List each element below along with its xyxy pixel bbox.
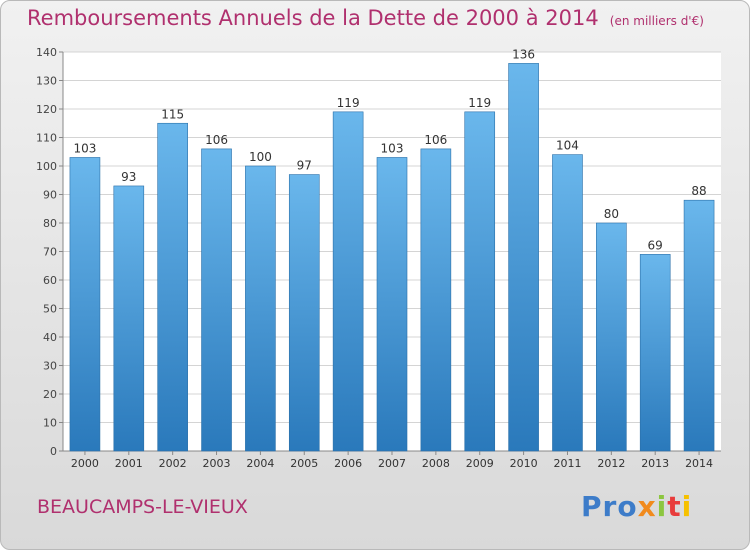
x-tick-label: 2004 (246, 457, 274, 470)
bar (376, 157, 408, 452)
y-tick-label: 90 (43, 189, 57, 202)
x-tick-label: 2010 (510, 457, 538, 470)
logo-part: Pro (581, 490, 638, 523)
y-tick-label: 50 (43, 303, 57, 316)
bar (157, 122, 188, 452)
data-label: 80 (604, 207, 619, 221)
data-label: 119 (468, 96, 491, 110)
bar (596, 222, 627, 452)
chart-unit: (en milliers d'€) (609, 14, 704, 28)
data-label: 93 (121, 170, 136, 184)
y-tick-label: 0 (50, 445, 57, 458)
data-label: 115 (161, 107, 184, 121)
proxiti-logo[interactable]: Proxiti (581, 490, 692, 523)
logo-part: i (681, 490, 693, 523)
x-tick-label: 2013 (641, 457, 669, 470)
x-tick-label: 2003 (203, 457, 231, 470)
bar (464, 111, 496, 452)
y-tick-label: 80 (43, 217, 57, 230)
commune-name: BEAUCAMPS-LE-VIEUX (37, 496, 248, 518)
x-tick-label: 2012 (597, 457, 625, 470)
data-label: 136 (512, 47, 535, 61)
data-label: 69 (648, 238, 663, 252)
data-label: 119 (337, 96, 360, 110)
x-tick-label: 2001 (115, 457, 143, 470)
x-tick-label: 2014 (685, 457, 713, 470)
y-tick-label: 110 (36, 132, 57, 145)
data-label: 103 (73, 141, 96, 155)
data-label: 104 (556, 139, 579, 153)
x-tick-label: 2005 (290, 457, 318, 470)
x-tick-label: 2009 (466, 457, 494, 470)
bar (639, 254, 671, 452)
bar (288, 174, 320, 452)
x-tick-label: 2007 (378, 457, 406, 470)
logo-part: x (637, 490, 657, 523)
bar (552, 154, 583, 452)
plot-area: 0 10 20 30 40 50 60 70 80 90 100 110 120 130 140 103 200… (36, 46, 721, 470)
data-label: 100 (249, 150, 272, 164)
chart-title: Remboursements Annuels de la Dette de 20… (27, 6, 599, 30)
y-tick-label: 60 (43, 274, 57, 287)
y-tick-label: 10 (43, 417, 57, 430)
data-label: 106 (205, 133, 228, 147)
bar (113, 185, 145, 452)
data-label: 97 (297, 159, 312, 173)
bar (420, 148, 452, 452)
chart-title-block: Remboursements Annuels de la Dette de 20… (27, 6, 704, 30)
data-label: 106 (424, 133, 447, 147)
bar (201, 148, 232, 452)
y-tick-label: 130 (36, 75, 57, 88)
logo-part: i (656, 490, 668, 523)
x-tick-label: 2006 (334, 457, 362, 470)
y-tick-label: 140 (36, 46, 57, 59)
y-tick-label: 20 (43, 388, 57, 401)
data-label: 103 (381, 141, 404, 155)
y-tick-label: 30 (43, 360, 57, 373)
bar (683, 199, 715, 452)
y-tick-label: 100 (36, 160, 57, 173)
x-tick-label: 2011 (553, 457, 581, 470)
x-tick-label: 2002 (159, 457, 187, 470)
y-tick-label: 40 (43, 331, 57, 344)
x-tick-label: 2008 (422, 457, 450, 470)
data-label: 88 (691, 184, 706, 198)
bar (69, 157, 101, 452)
bar (245, 165, 276, 452)
logo-part: t (667, 490, 682, 523)
bar (332, 111, 364, 452)
y-tick-label: 70 (43, 246, 57, 259)
x-tick-label: 2000 (71, 457, 99, 470)
y-tick-label: 120 (36, 103, 57, 116)
bar (508, 63, 539, 452)
